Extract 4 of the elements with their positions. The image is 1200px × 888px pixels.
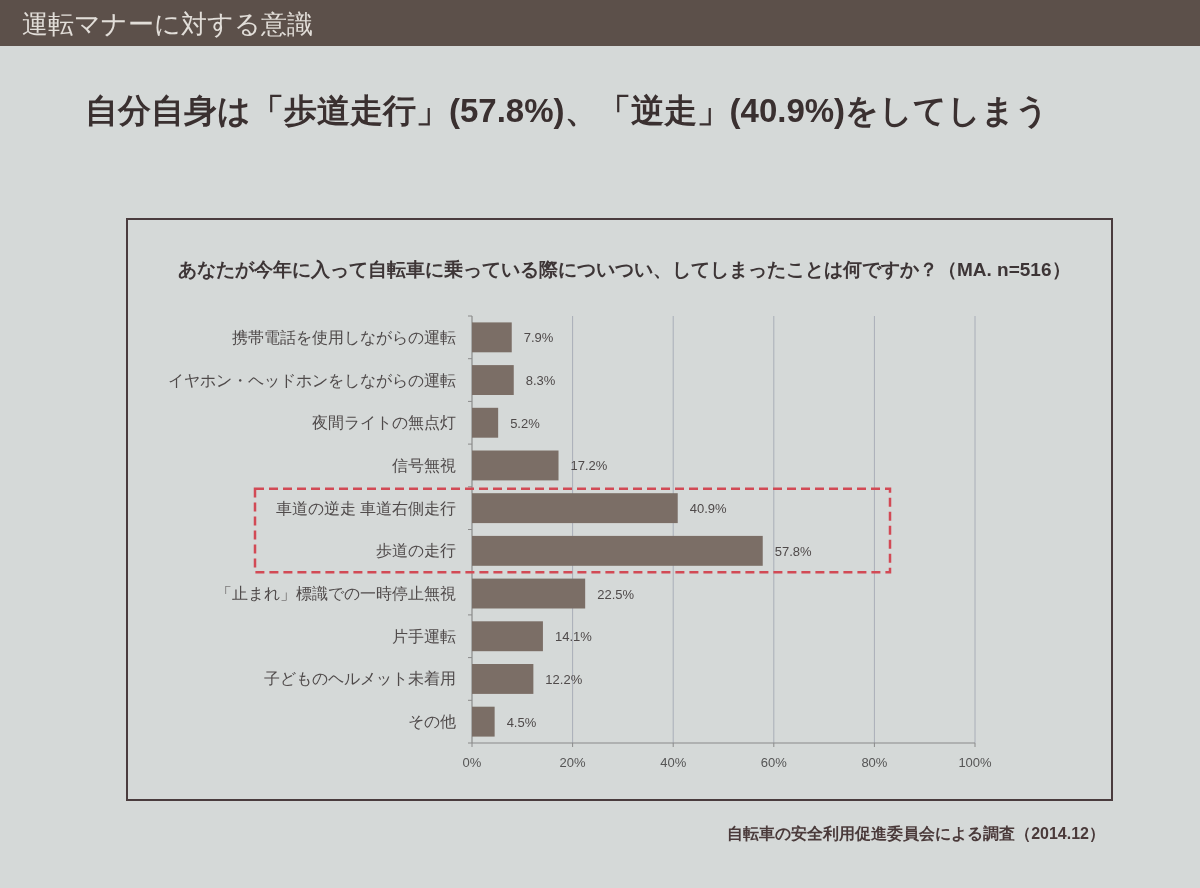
subtitle: 自分自身は「歩道走行」(57.8%)、「逆走」(40.9%)をしてしまう (85, 92, 1050, 129)
annotation: 自転車の安全利用促進委員会による調査（2014.12） (727, 825, 1105, 842)
title: 運転マナーに対する意識 (22, 9, 313, 39)
annotation: あなたが今年に入って自転車に乗っている際についつい、してしまったことは何ですか？（MA. n=516） (178, 259, 1071, 280)
